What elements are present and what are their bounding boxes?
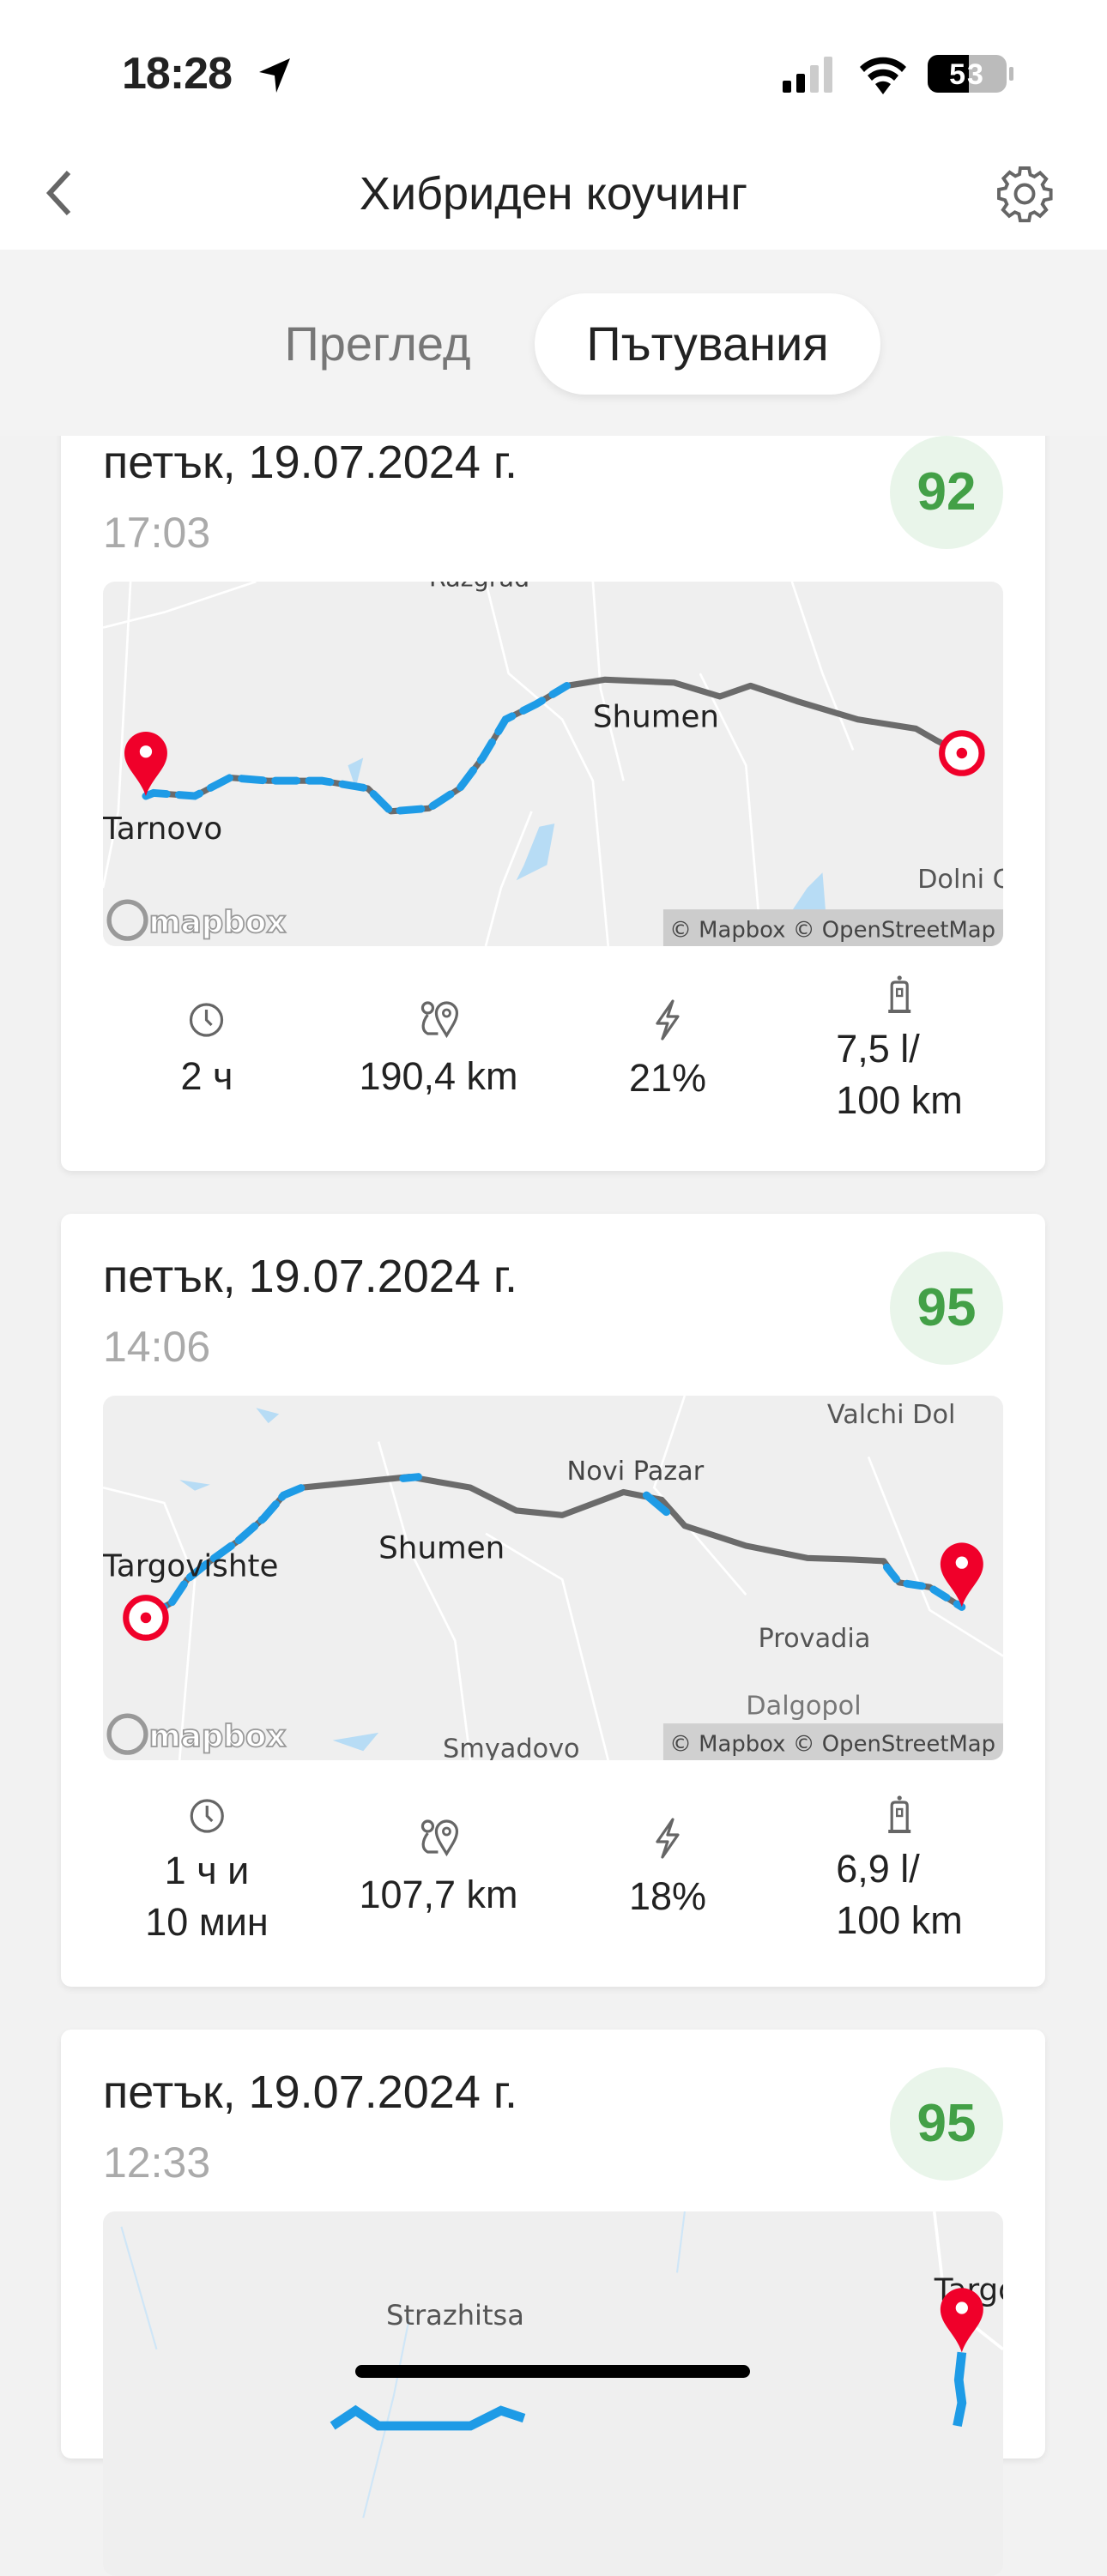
battery-indicator: 53 — [928, 55, 1007, 93]
trip-time: 12:33 — [103, 2139, 211, 2187]
battery-tip — [1009, 67, 1013, 81]
map-label: Shumen — [378, 1530, 505, 1566]
stat-fuel: 6,9 l/100 km — [836, 1795, 963, 1946]
mapbox-logo: mapbox — [106, 1713, 287, 1755]
stat-distance: 190,4 km — [359, 999, 518, 1102]
stat-value: 1 ч и — [164, 1849, 250, 1892]
stat-value: 107,7 km — [359, 1873, 518, 1916]
fuel-pump-icon — [887, 1795, 910, 1833]
home-indicator[interactable] — [355, 2365, 750, 2378]
stat-distance: 107,7 km — [359, 1818, 518, 1921]
route-line — [144, 676, 964, 815]
map-label: Provadia — [759, 1624, 871, 1654]
map-attribution[interactable]: © Mapbox © OpenStreetMap — [669, 917, 995, 943]
svg-text:mapbox: mapbox — [149, 905, 287, 940]
stat-value: 18% — [628, 1874, 707, 1918]
trip-card[interactable]: петък, 19.07.2024 г. 12:33 95 Strazhitsa… — [61, 2030, 1045, 2576]
trip-map[interactable]: Strazhitsa Targovishte — [103, 2211, 1003, 2576]
gear-icon[interactable] — [994, 163, 1056, 225]
stat-unit: 100 km — [836, 1898, 963, 1942]
page-title: Хибриден коучинг — [359, 168, 748, 220]
trip-time: 14:06 — [103, 1323, 211, 1371]
start-pin-icon — [124, 732, 167, 796]
lightning-icon — [656, 999, 680, 1041]
end-point-icon — [939, 730, 985, 776]
route-pin-icon — [420, 1001, 458, 1039]
route-line — [144, 1474, 964, 1621]
status-bar: 18:28 53 — [0, 0, 1107, 142]
stat-unit: 100 km — [836, 1078, 963, 1122]
location-arrow-icon — [259, 58, 290, 93]
map-label: Novi Pazar — [567, 1457, 705, 1487]
stat-value: 10 мин — [145, 1900, 269, 1944]
svg-text:mapbox: mapbox — [149, 1719, 287, 1754]
stat-value: 7,5 l/ — [836, 1027, 920, 1071]
route-pin-icon — [420, 1819, 458, 1857]
score-badge: 95 — [890, 2067, 1003, 2181]
start-point-icon — [123, 1595, 169, 1641]
tab-overview[interactable]: Преглед — [284, 317, 471, 371]
stat-duration: 2 ч — [181, 999, 233, 1102]
route-electric-segment — [399, 1473, 422, 1482]
stat-value: 2 ч — [180, 1054, 233, 1098]
stat-electric: 21% — [629, 999, 706, 1104]
score-badge: 92 — [890, 436, 1003, 549]
map-label: Targovishte — [103, 1549, 278, 1584]
stat-electric: 18% — [629, 1818, 706, 1922]
map-label: Shumen — [593, 700, 719, 735]
stat-fuel: 7,5 l/100 km — [836, 975, 963, 1126]
tab-trips[interactable]: Пътувания — [535, 293, 880, 395]
score-badge: 95 — [890, 1252, 1003, 1365]
trip-stats: 1 ч и 10 мин 107,7 km 18% 6,9 l/100 km — [61, 1795, 1045, 1967]
route-electric-segments — [142, 1483, 306, 1622]
route-electric-segments — [142, 681, 572, 816]
trip-date: петък, 19.07.2024 г. — [103, 1251, 517, 1302]
lightning-icon — [656, 1818, 680, 1859]
cellular-signal-icon — [783, 57, 832, 93]
map-label: Razgrad — [429, 582, 529, 592]
map-label: Valchi Dol — [827, 1400, 956, 1430]
trip-card[interactable]: петък, 19.07.2024 г. 17:03 92 Razgrad Sh… — [61, 377, 1045, 1171]
trip-time: 17:03 — [103, 509, 211, 557]
end-pin-icon — [940, 1542, 983, 1608]
map-label: Dolni Chiflik — [917, 865, 1003, 895]
route-line — [330, 2404, 526, 2431]
stat-duration: 1 ч и 10 мин — [145, 1795, 269, 1948]
fuel-pump-icon — [887, 975, 910, 1013]
stat-value: 190,4 km — [359, 1054, 518, 1098]
chevron-left-icon[interactable] — [43, 167, 77, 219]
trip-card[interactable]: петък, 19.07.2024 г. 14:06 95 Valchi Dol… — [61, 1214, 1045, 1987]
route-electric-segment — [882, 1563, 966, 1611]
wifi-icon — [860, 57, 906, 94]
end-pin-icon — [940, 2288, 983, 2353]
trip-date: петък, 19.07.2024 г. — [103, 437, 517, 488]
battery-percent: 53 — [949, 58, 985, 91]
route-line — [953, 2351, 967, 2428]
map-attribution[interactable]: © Mapbox © OpenStreetMap — [669, 1731, 995, 1757]
clock: 18:28 — [122, 49, 233, 99]
stat-value: 6,9 l/ — [836, 1847, 920, 1891]
map-label: Smyadovo — [443, 1734, 580, 1760]
nav-header: Хибриден коучинг — [0, 142, 1107, 250]
map-label: Strazhitsa — [386, 2299, 524, 2332]
trip-map[interactable]: Valchi Dol Novi Pazar Targovishte Shumen… — [103, 1396, 1003, 1760]
map-label: Tarnovo — [103, 811, 222, 847]
segmented-tabs: Преглед Пътувания — [0, 250, 1107, 436]
trip-date: петък, 19.07.2024 г. — [103, 2066, 517, 2118]
trip-map[interactable]: Razgrad Shumen Tarnovo Dolni Chiflik map… — [103, 582, 1003, 946]
mapbox-logo: mapbox — [106, 899, 287, 941]
route-electric-segment — [642, 1491, 670, 1517]
stat-value: 21% — [628, 1056, 707, 1100]
map-label: Dalgopol — [746, 1691, 861, 1721]
clock-icon — [190, 1003, 224, 1037]
clock-icon — [190, 1799, 224, 1833]
trip-stats: 2 ч 190,4 km 21% 7,5 l/100 km — [61, 975, 1045, 1171]
